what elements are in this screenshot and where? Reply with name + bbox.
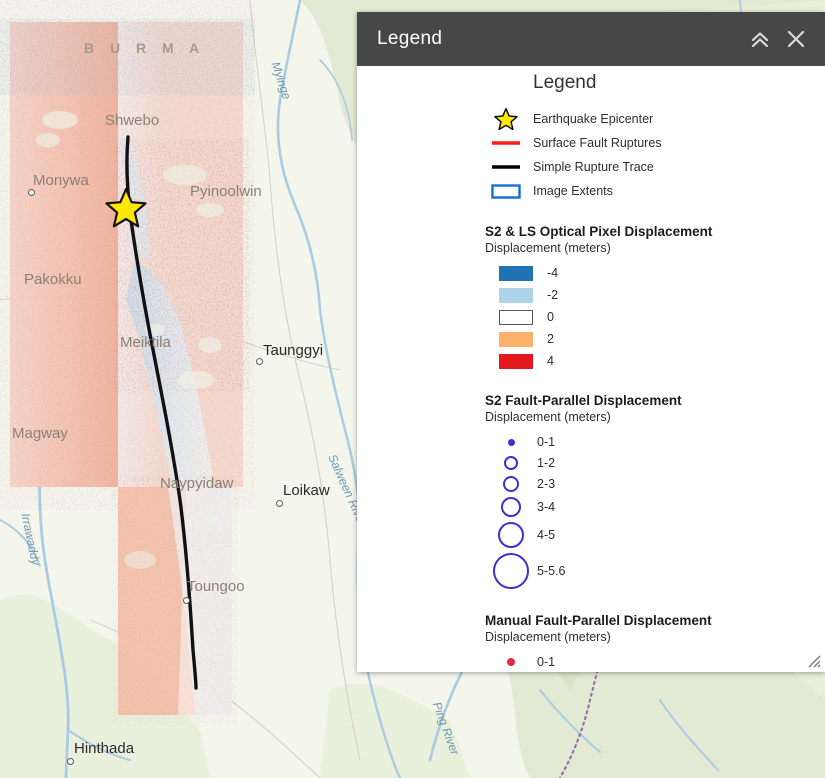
legend-circle-row: 4-5 [485,520,815,550]
legend-section-subtitle: Displacement (meters) [485,630,611,644]
legend-section: Manual Fault-Parallel Displacement Displa… [485,613,815,672]
legend-swatch-label: 4 [547,354,554,368]
legend-swatch-label: 2 [547,332,554,346]
legend-circle-row: 0-1 [485,432,815,452]
legend-circle-label: 0-1 [537,655,556,669]
color-swatch [499,309,533,325]
legend-swatch-row: 0 [485,307,815,327]
legend-section: S2 & LS Optical Pixel Displacement Displa… [485,224,815,371]
legend-item-label: Simple Rupture Trace [533,160,654,174]
legend-swatch-row: -2 [485,285,815,305]
resize-grip-icon[interactable] [805,652,821,668]
star-icon [485,107,527,131]
legend-circle-label: 0-1 [537,435,556,449]
legend-circle-row: 0-1 [485,652,815,672]
color-swatch [499,353,533,369]
legend-circle-label: 5-5.6 [537,564,566,578]
chevron-double-up-icon[interactable] [745,24,775,54]
legend-circle-label: 3-4 [537,500,556,514]
legend-circle-row: 1-2 [485,453,815,473]
legend-section-title: S2 & LS Optical Pixel Displacement [485,224,713,239]
star-icon [105,187,147,228]
legend-item: Surface Fault Ruptures [485,132,815,154]
legend-circle-row: 5-5.6 [485,551,815,591]
color-swatch [499,287,533,303]
city-dot [67,758,74,765]
legend-swatch-label: -2 [547,288,559,302]
legend-circle-row: 2-3 [485,474,815,494]
color-swatch [499,331,533,347]
legend-section-subtitle: Displacement (meters) [485,241,611,255]
legend-item-label: Image Extents [533,184,613,198]
legend-swatch-row: 2 [485,329,815,349]
city-dot [183,597,190,604]
line-swatch-icon [485,138,527,148]
legend-item: Earthquake Epicenter [485,107,815,131]
legend-circle-row: 3-4 [485,495,815,519]
legend-circle-label: 2-3 [537,477,556,491]
legend-circle-label: 4-5 [537,528,556,542]
legend-panel-body: Legend Earthquake Epicenter Surface Fault… [357,66,825,672]
legend-section-subtitle: Displacement (meters) [485,410,611,424]
legend-swatch-label: 0 [547,310,554,324]
city-dot [276,500,283,507]
legend-section-title: Manual Fault-Parallel Displacement [485,613,712,628]
legend-title: Legend [533,72,597,93]
legend-symbol-list: Earthquake Epicenter Surface Fault Ruptur… [485,107,815,202]
circle-symbol [485,497,537,517]
circle-symbol [485,553,537,589]
legend-item: Image Extents [485,180,815,202]
legend-section: S2 Fault-Parallel Displacement Displaceme… [485,393,815,591]
legend-swatch-row: 4 [485,351,815,371]
line-swatch-icon [485,162,527,172]
color-swatch [499,265,533,281]
legend-panel[interactable]: Legend Legend Earthquake Epicenter Surfac… [357,12,825,672]
rect-outline-swatch-icon [485,183,527,199]
legend-swatch-row: -4 [485,263,815,283]
circle-symbol [485,438,537,446]
legend-swatch-label: -4 [547,266,559,280]
legend-section-title: S2 Fault-Parallel Displacement [485,393,682,408]
close-icon[interactable] [781,24,811,54]
legend-panel-header: Legend [357,12,825,66]
legend-item: Simple Rupture Trace [485,156,815,178]
circle-symbol [485,658,537,666]
circle-symbol [485,476,537,492]
legend-circle-label: 1-2 [537,456,556,470]
legend-sections: S2 & LS Optical Pixel Displacement Displa… [485,224,815,672]
circle-symbol [485,456,537,470]
legend-panel-title: Legend [377,28,443,49]
circle-symbol [485,522,537,548]
legend-item-label: Earthquake Epicenter [533,112,654,126]
city-dot [256,358,263,365]
legend-item-label: Surface Fault Ruptures [533,136,662,150]
city-dot [28,189,35,196]
